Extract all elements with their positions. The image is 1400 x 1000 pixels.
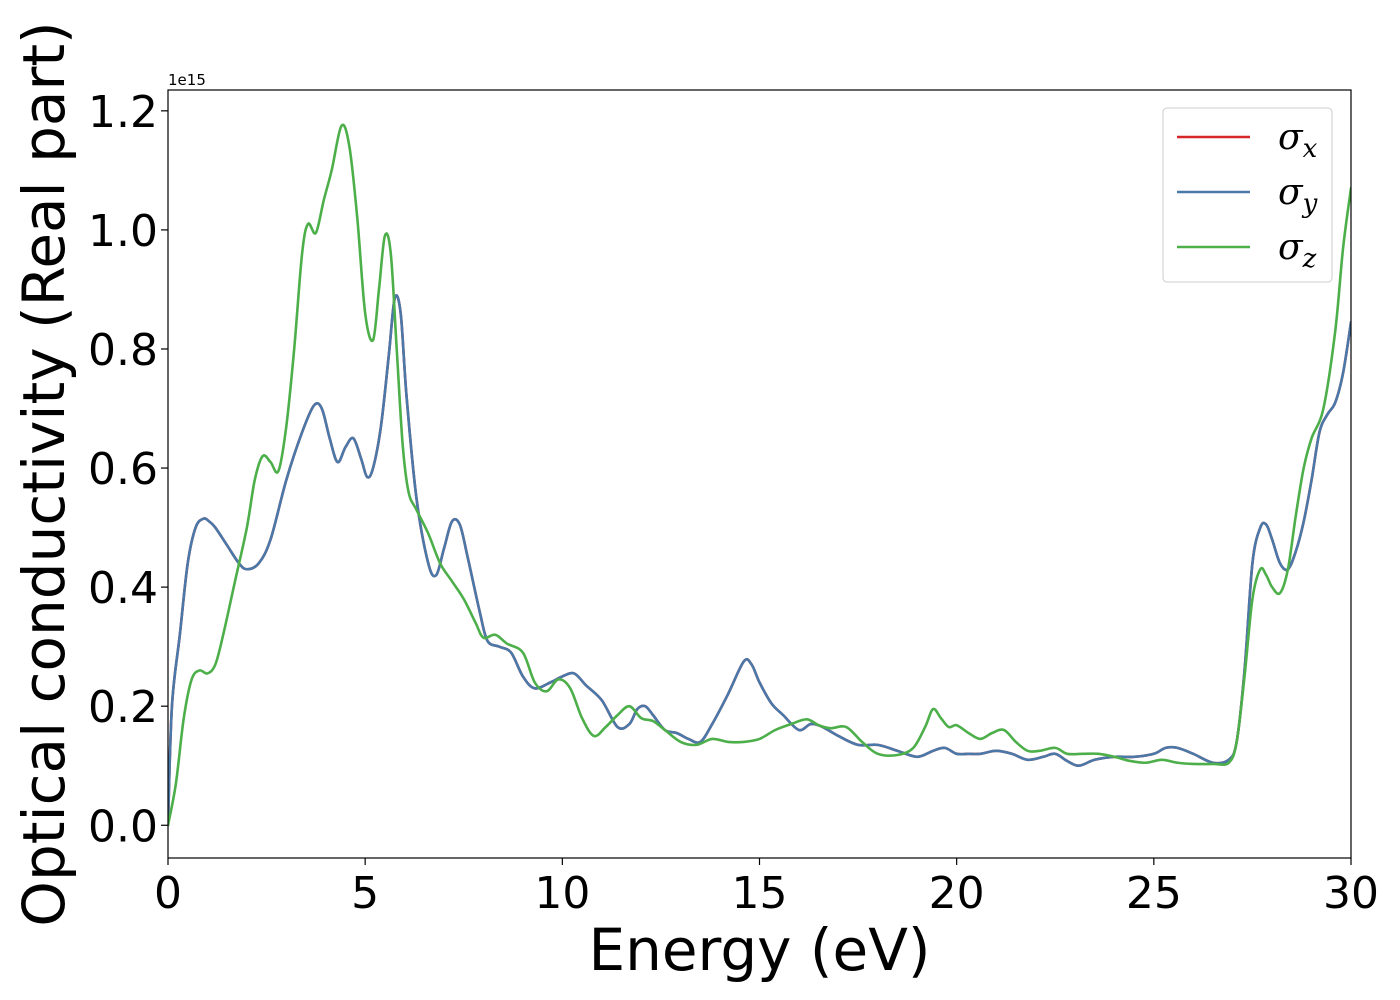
y-axis-ticks: 0.0 0.2 0.4 0.6 0.8 1.0 1.2 bbox=[88, 87, 168, 852]
x-tick-label: 15 bbox=[732, 868, 788, 919]
legend-label-sigma-y: σy bbox=[1278, 172, 1318, 219]
x-tick-label: 25 bbox=[1126, 868, 1182, 919]
y-tick-label: 0.2 bbox=[88, 682, 158, 733]
series-layer bbox=[168, 123, 1351, 827]
y-tick-label: 0.4 bbox=[88, 563, 158, 614]
x-tick-label: 0 bbox=[154, 868, 182, 919]
x-tick-label: 10 bbox=[534, 868, 590, 919]
y-tick-label: 0.6 bbox=[88, 444, 158, 495]
x-tick-label: 20 bbox=[929, 868, 985, 919]
x-tick-label: 5 bbox=[351, 868, 379, 919]
series-line-sigma-y bbox=[168, 294, 1351, 827]
y-axis-label: Optical conductivity (Real part) bbox=[10, 21, 78, 926]
series-line-sigma-x bbox=[168, 294, 1351, 827]
y-tick-label: 1.0 bbox=[88, 206, 158, 257]
y-tick-label: 0.8 bbox=[88, 325, 158, 376]
series-line-sigma-z bbox=[168, 123, 1351, 827]
x-tick-label: 30 bbox=[1323, 868, 1379, 919]
legend-box bbox=[1162, 107, 1333, 283]
y-tick-label: 1.2 bbox=[88, 87, 158, 138]
y-axis-multiplier: 1e15 bbox=[168, 71, 206, 89]
x-axis-ticks: 0 5 10 15 20 25 30 bbox=[154, 858, 1379, 919]
legend-label-sigma-z: σz bbox=[1278, 227, 1317, 274]
x-axis-label: Energy (eV) bbox=[588, 916, 930, 984]
legend-label-sigma-x: σx bbox=[1278, 117, 1318, 164]
y-tick-label: 0.0 bbox=[88, 801, 158, 852]
legend: σx σy σz bbox=[1162, 107, 1333, 283]
legend-entries: σx σy σz bbox=[1177, 117, 1318, 274]
